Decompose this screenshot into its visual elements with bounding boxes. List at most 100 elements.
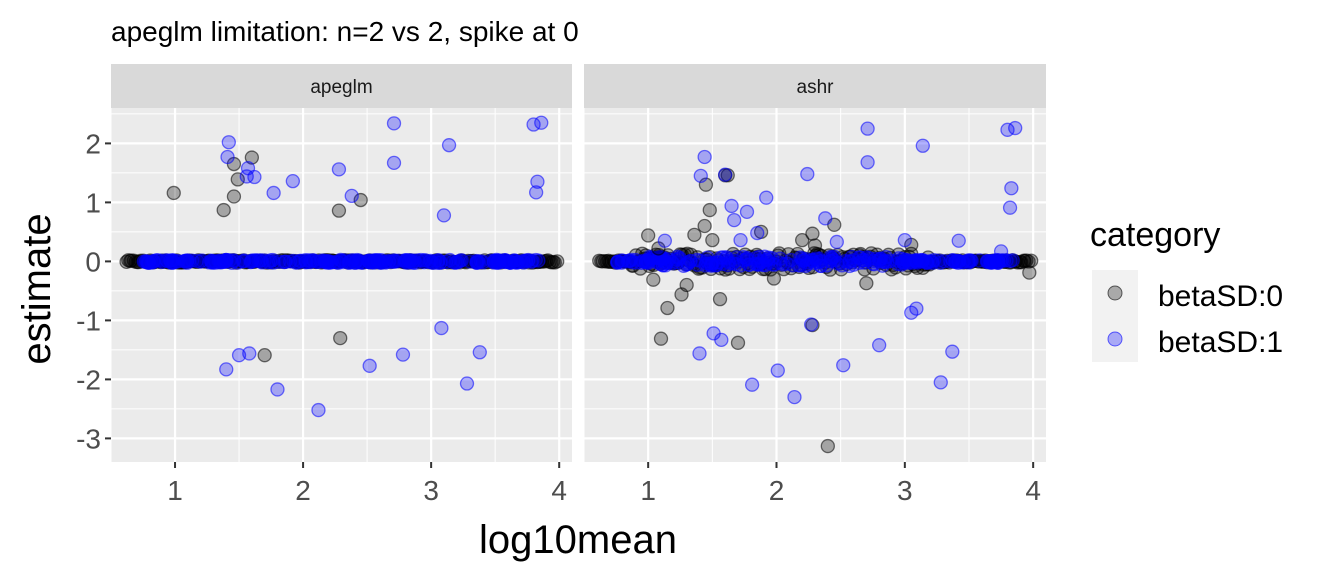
point-betasd-1 [255,255,270,270]
x-tick-label: 1 [640,475,656,506]
point-betasd-1 [216,254,232,269]
point-betasd-1 [842,253,857,269]
point-betasd-1 [298,253,313,268]
point-betasd-1 [919,255,934,270]
point-betasd-0 [257,348,272,363]
point-betasd-0 [660,300,675,316]
panels-layer: apeglm 1 2 3 4 -3 -2 -1 0 1 2 ashr 1 2 3 4 [76,64,1046,506]
point-betasd-1 [693,168,708,184]
point-betasd-1 [657,233,672,248]
point-betasd-1 [342,254,357,269]
legend-key-bg-1 [1092,316,1138,362]
legend-label-betasd-0: betaSD:0 [1158,280,1283,313]
point-betasd-1 [834,258,850,273]
point-betasd-1 [902,254,918,269]
point-betasd-1 [391,253,407,268]
x-tick-label: 4 [551,475,567,506]
point-betasd-1 [655,258,671,273]
point-betasd-0 [1024,253,1039,268]
point-betasd-1 [344,188,359,204]
y-tick-label: 0 [85,246,101,277]
x-tick-label: 2 [769,475,785,506]
facet-strip-label-ashr: ashr [797,77,835,98]
point-betasd-1 [285,174,300,189]
point-betasd-0 [216,202,231,218]
point-betasd-1 [463,254,478,269]
point-betasd-1 [697,149,712,165]
point-betasd-1 [362,255,377,270]
point-betasd-1 [993,244,1009,259]
point-betasd-1 [534,115,549,130]
point-betasd-1 [759,190,774,205]
point-betasd-1 [818,211,833,226]
point-betasd-1 [160,253,175,269]
point-betasd-1 [319,255,335,270]
point-betasd-1 [829,234,844,250]
panel-ashr: ashr 1 2 3 4 [583,64,1046,506]
chart-title: apeglm limitation: n=2 vs 2, spike at 0 [111,16,579,47]
point-betasd-0 [807,238,823,253]
point-betasd-1 [244,254,260,269]
point-betasd-1 [945,344,960,359]
point-betasd-1 [417,252,433,268]
point-betasd-1 [933,375,948,390]
point-betasd-1 [931,253,946,268]
point-betasd-0 [646,272,661,287]
point-betasd-1 [242,346,257,361]
point-betasd-1 [714,332,729,348]
point-betasd-1 [744,377,760,392]
point-betasd-1 [441,138,457,153]
point-betasd-1 [459,376,475,391]
point-betasd-1 [386,155,402,171]
point-betasd-1 [362,358,377,373]
point-betasd-1 [739,204,755,219]
point-betasd-1 [909,301,924,316]
point-betasd-1 [219,362,234,377]
y-tick-label: -1 [76,305,101,336]
point-betasd-1 [381,254,397,269]
point-betasd-1 [221,135,236,150]
x-tick-label: 3 [423,475,439,506]
point-betasd-1 [211,253,226,269]
y-axis-label: estimate [15,213,59,364]
panel-apeglm: apeglm 1 2 3 4 -3 -2 -1 0 1 2 [76,64,572,506]
point-betasd-1 [718,167,733,182]
point-betasd-1 [752,249,767,265]
point-betasd-0 [244,150,260,165]
point-betasd-1 [182,254,197,269]
point-betasd-1 [727,212,742,228]
point-betasd-1 [423,253,438,269]
point-betasd-1 [263,253,278,268]
point-betasd-1 [270,382,285,397]
point-betasd-1 [951,233,966,248]
point-betasd-0 [697,218,712,234]
point-betasd-0 [702,202,717,218]
point-betasd-0 [641,228,656,243]
point-betasd-1 [146,253,161,269]
point-betasd-1 [690,257,705,272]
point-betasd-0 [166,185,181,201]
point-betasd-1 [733,233,748,248]
point-betasd-1 [311,402,326,418]
point-betasd-1 [915,138,930,153]
facet-strip-ashr [584,64,1046,108]
point-betasd-1 [787,389,802,405]
point-betasd-0 [333,330,348,346]
point-betasd-1 [800,166,815,182]
point-betasd-1 [683,253,698,269]
point-betasd-1 [436,208,452,223]
point-betasd-1 [1002,200,1018,215]
point-betasd-0 [805,226,820,241]
point-betasd-0 [679,277,694,293]
point-betasd-1 [395,347,411,362]
point-betasd-1 [139,254,154,269]
point-betasd-0 [653,331,669,346]
point-betasd-1 [331,162,347,177]
legend-title: category [1090,216,1220,254]
point-betasd-1 [434,320,449,336]
point-betasd-1 [266,185,281,201]
point-betasd-0 [1022,265,1037,280]
point-betasd-1 [860,155,875,170]
point-betasd-1 [720,257,735,273]
facet-strip-apeglm [111,64,572,108]
